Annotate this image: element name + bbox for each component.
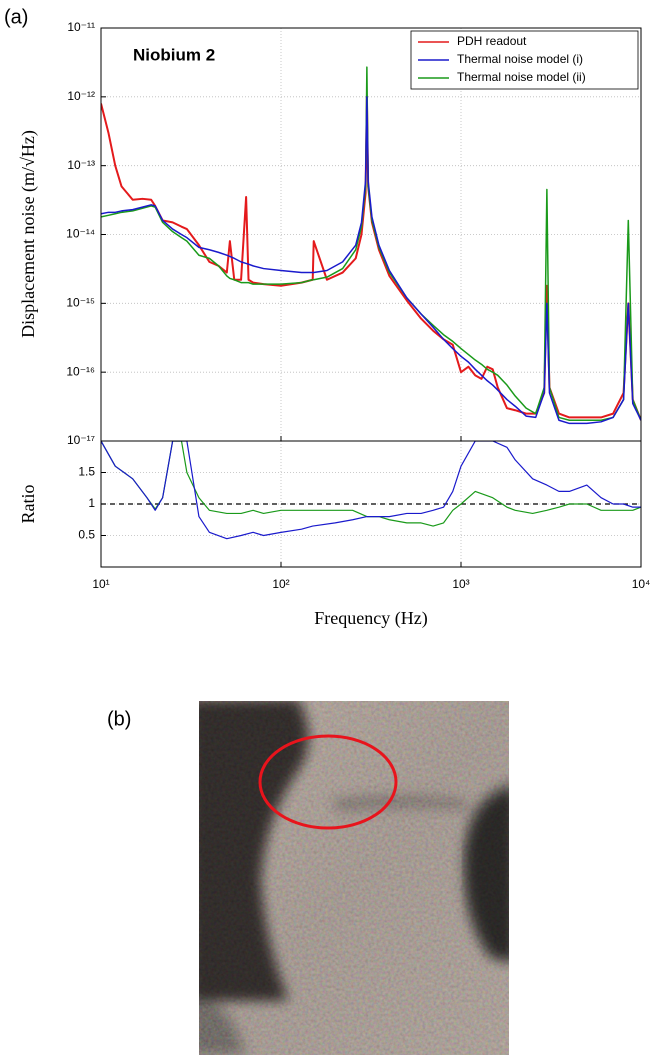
axes-frame: [100, 440, 642, 568]
series-line: [101, 66, 641, 422]
series-line: [101, 441, 641, 540]
y-tick-label: 10⁻¹⁶: [66, 364, 95, 378]
panel-label: (b): [107, 708, 131, 730]
y-tick-label: 10⁻¹⁵: [66, 296, 95, 310]
y-axis-label: Displacement noise (m/√Hz): [18, 130, 39, 338]
x-tick-label: 10²: [272, 577, 289, 591]
plot-area: 10⁻¹⁷ 10⁻¹⁶ 10⁻¹⁵ 10⁻¹⁴ 10⁻¹³ 10⁻¹² 10⁻¹¹ PDH r…: [66, 20, 642, 447]
x-axis-label: Frequency (Hz): [314, 608, 427, 629]
x-tick-label: 10¹: [92, 577, 109, 591]
y-tick-label: 10⁻¹¹: [67, 20, 95, 34]
y-tick-label: 10⁻¹²: [67, 89, 95, 103]
y-tick-label: 0.5: [78, 528, 95, 542]
y-tick-label: 1.5: [78, 465, 95, 479]
y-tick-label: 10⁻¹³: [67, 158, 95, 172]
y-axis-label: Ratio: [18, 485, 38, 524]
legend-label: Thermal noise model (i): [457, 52, 583, 66]
x-tick-label: 10³: [452, 577, 469, 591]
y-tick-label: 10⁻¹⁴: [66, 227, 95, 241]
legend-label: Thermal noise model (ii): [457, 70, 586, 84]
y-tick-label: 1: [88, 496, 95, 510]
y-tick-label: 10⁻¹⁷: [67, 433, 95, 447]
photo: [199, 701, 509, 1055]
annotation: Niobium 2: [133, 45, 215, 64]
series-group: [101, 66, 641, 425]
highlight-ellipse: [258, 734, 398, 830]
x-tick-label: 10⁴: [632, 577, 651, 591]
panel-label: (a): [4, 6, 28, 28]
series-group: [101, 441, 641, 540]
plot-area: 0.5 1 1.5 10¹ 10² 10³ 10⁴: [78, 440, 651, 591]
series-line: [101, 96, 641, 425]
legend-label: PDH readout: [457, 34, 527, 48]
